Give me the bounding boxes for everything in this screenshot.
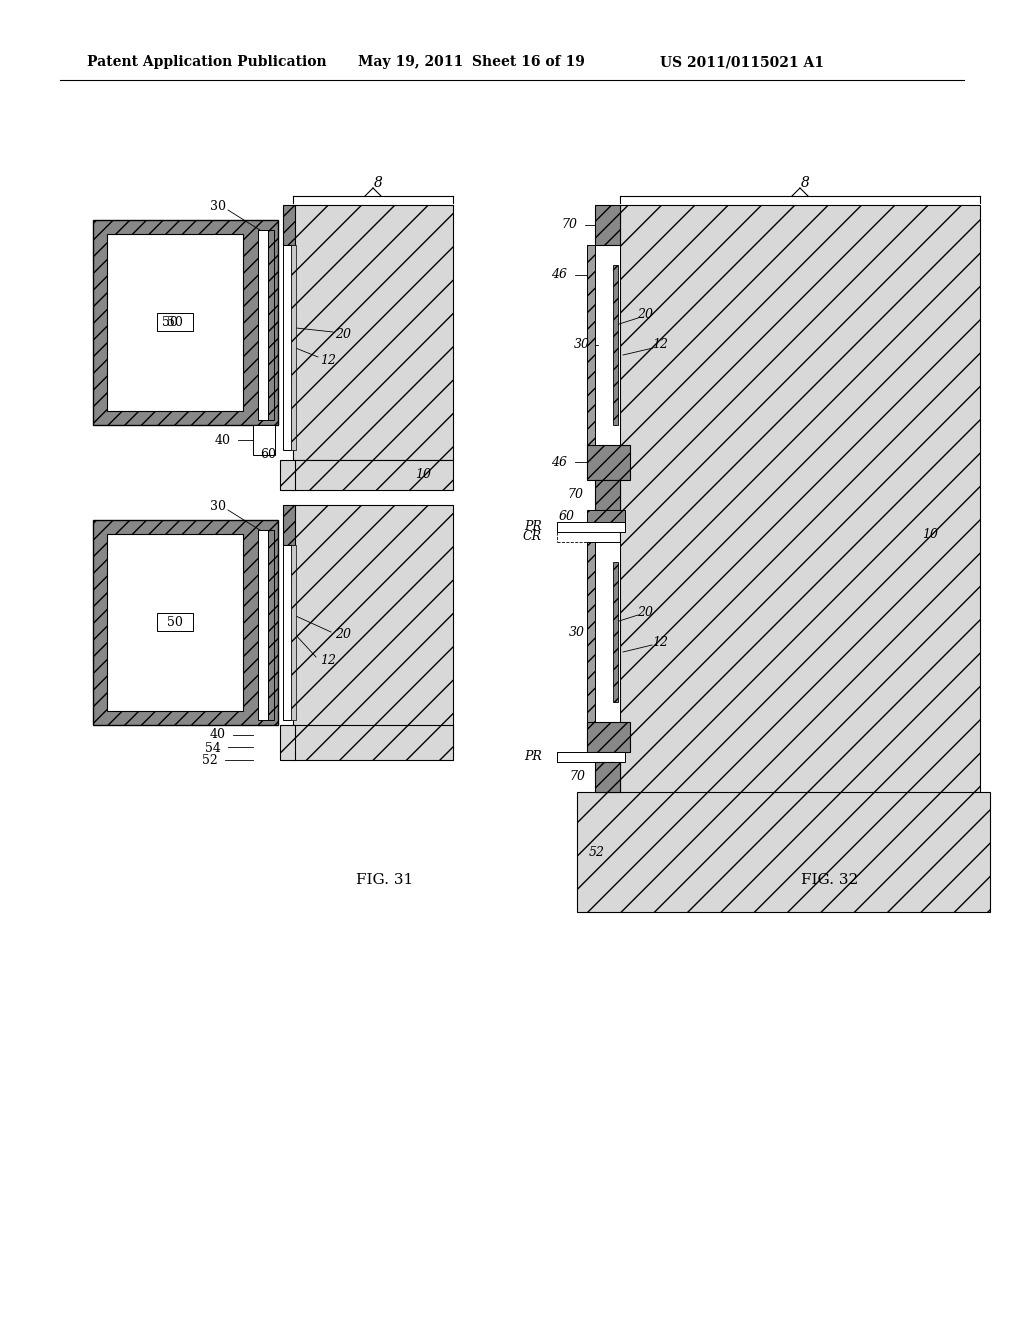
Bar <box>595 543 620 722</box>
Text: US 2011/0115021 A1: US 2011/0115021 A1 <box>660 55 824 69</box>
Text: 70: 70 <box>567 488 583 502</box>
Text: Sheet 16 of 19: Sheet 16 of 19 <box>472 55 585 69</box>
Text: 8: 8 <box>374 176 382 190</box>
Bar <box>280 459 295 490</box>
Bar <box>283 506 295 545</box>
Bar <box>268 531 274 719</box>
Bar <box>595 205 620 246</box>
Text: Patent Application Publication: Patent Application Publication <box>87 55 327 69</box>
Text: PR: PR <box>524 751 542 763</box>
Bar <box>293 506 453 750</box>
Text: FIG. 32: FIG. 32 <box>802 873 859 887</box>
Text: 30: 30 <box>574 338 590 351</box>
Bar <box>283 205 295 246</box>
Text: 40: 40 <box>210 729 226 742</box>
Text: FIG. 31: FIG. 31 <box>356 873 414 887</box>
Text: 12: 12 <box>652 635 668 648</box>
Bar <box>157 313 193 331</box>
Text: 20: 20 <box>335 628 351 642</box>
Text: 46: 46 <box>551 455 567 469</box>
Text: 12: 12 <box>319 354 336 367</box>
Bar <box>157 612 193 631</box>
Text: 12: 12 <box>319 653 336 667</box>
Bar <box>291 545 296 719</box>
Text: 30: 30 <box>210 199 226 213</box>
Bar <box>283 246 291 450</box>
Bar <box>613 265 618 425</box>
Bar <box>613 562 618 702</box>
Text: 8: 8 <box>801 176 809 190</box>
Text: 46: 46 <box>551 268 567 281</box>
Text: 50: 50 <box>167 315 183 329</box>
Bar <box>293 205 453 459</box>
Bar <box>587 543 595 722</box>
Bar <box>557 521 625 532</box>
Bar <box>293 725 453 760</box>
Text: 10: 10 <box>415 469 431 482</box>
Text: 60: 60 <box>260 449 276 462</box>
Bar <box>293 459 453 490</box>
Text: 30: 30 <box>569 626 585 639</box>
Text: 54: 54 <box>205 742 221 755</box>
Text: 70: 70 <box>561 219 577 231</box>
Text: 20: 20 <box>637 606 653 619</box>
Bar <box>595 762 620 792</box>
Text: PR: PR <box>524 520 542 533</box>
Text: 70: 70 <box>569 771 585 784</box>
Bar <box>106 535 243 711</box>
Bar <box>268 230 274 420</box>
Text: May 19, 2011: May 19, 2011 <box>358 55 463 69</box>
Text: 52: 52 <box>589 846 605 858</box>
Bar <box>577 792 990 912</box>
Bar <box>620 205 980 865</box>
Text: 20: 20 <box>335 329 351 342</box>
Text: CR: CR <box>523 531 542 544</box>
Bar <box>280 725 295 760</box>
Bar <box>258 531 268 719</box>
Text: 30: 30 <box>210 499 226 512</box>
Bar <box>595 246 620 445</box>
Text: 52: 52 <box>202 754 218 767</box>
Text: 50: 50 <box>162 315 178 329</box>
Bar <box>291 246 296 450</box>
Bar <box>587 722 630 752</box>
Text: 20: 20 <box>637 309 653 322</box>
Bar <box>557 752 625 762</box>
Text: 40: 40 <box>215 433 231 446</box>
Text: 10: 10 <box>922 528 938 541</box>
Bar <box>595 480 620 510</box>
Bar <box>258 230 268 420</box>
Bar <box>587 510 625 521</box>
Bar <box>93 520 278 725</box>
Text: 50: 50 <box>167 615 183 628</box>
Text: 60: 60 <box>559 510 575 523</box>
Bar <box>93 220 278 425</box>
Bar <box>283 545 291 719</box>
Bar <box>587 246 595 445</box>
Bar <box>106 234 243 411</box>
Bar <box>587 445 630 480</box>
Text: 12: 12 <box>652 338 668 351</box>
Bar <box>253 425 275 455</box>
